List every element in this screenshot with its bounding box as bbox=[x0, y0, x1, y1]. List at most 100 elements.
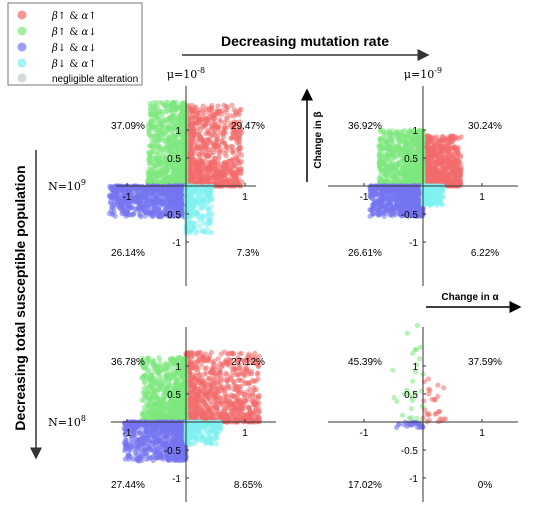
data-point bbox=[455, 150, 461, 156]
data-point bbox=[229, 102, 235, 108]
data-point bbox=[163, 168, 169, 174]
data-point bbox=[414, 148, 420, 154]
data-point bbox=[230, 150, 236, 156]
data-point bbox=[151, 162, 157, 168]
data-point bbox=[153, 155, 159, 161]
data-point bbox=[175, 187, 181, 193]
data-point bbox=[233, 154, 239, 161]
data-point bbox=[186, 195, 192, 202]
data-point bbox=[199, 123, 205, 129]
data-point bbox=[207, 179, 213, 185]
data-point bbox=[457, 177, 463, 183]
data-point bbox=[156, 135, 162, 141]
data-point bbox=[458, 170, 464, 176]
data-point bbox=[156, 100, 163, 106]
data-point bbox=[441, 166, 447, 172]
data-point bbox=[191, 178, 197, 184]
data-point bbox=[196, 132, 202, 138]
data-point bbox=[433, 134, 440, 140]
data-point bbox=[115, 198, 121, 204]
data-point bbox=[182, 113, 188, 119]
legend-alpha: α↑ bbox=[81, 11, 96, 22]
data-point bbox=[453, 166, 459, 173]
data-point bbox=[161, 103, 167, 109]
legend-item-beta-up-alpha-up: β↑ & α↑ bbox=[17, 10, 97, 22]
data-point bbox=[199, 199, 205, 206]
data-point bbox=[216, 124, 222, 130]
legend-alpha: α↓ bbox=[81, 43, 96, 54]
data-point bbox=[458, 134, 464, 140]
data-point bbox=[237, 119, 243, 125]
data-point bbox=[394, 170, 400, 176]
data-point bbox=[377, 160, 383, 166]
legend-item-beta-down-alpha-down: β↓ & α↓ bbox=[17, 42, 97, 54]
data-point bbox=[107, 183, 113, 189]
data-point bbox=[194, 167, 200, 173]
data-point bbox=[170, 99, 176, 105]
data-point bbox=[430, 153, 437, 159]
n-top-label: N=109 bbox=[48, 178, 86, 193]
y-tick-label: -0.5 bbox=[164, 210, 182, 221]
data-point bbox=[234, 139, 240, 145]
data-point bbox=[237, 131, 243, 137]
data-point bbox=[451, 145, 457, 151]
data-point bbox=[153, 172, 159, 178]
legend-alpha: α↓ bbox=[81, 27, 96, 38]
data-point bbox=[165, 125, 172, 131]
data-point bbox=[192, 190, 198, 197]
data-point bbox=[439, 134, 445, 140]
data-point bbox=[170, 105, 176, 111]
data-point bbox=[200, 228, 206, 234]
data-point bbox=[446, 149, 452, 155]
data-point bbox=[431, 144, 437, 150]
data-point bbox=[223, 153, 229, 159]
data-point bbox=[200, 137, 206, 143]
data-point bbox=[215, 103, 221, 109]
data-point bbox=[194, 110, 200, 116]
data-point bbox=[385, 178, 391, 185]
legend-beta: β↓ bbox=[51, 59, 66, 70]
data-point bbox=[145, 177, 151, 183]
data-point bbox=[439, 141, 445, 147]
legend-item-beta-down-alpha-up: β↓ & α↑ bbox=[17, 58, 97, 70]
data-point bbox=[156, 190, 162, 197]
data-point bbox=[147, 172, 153, 178]
data-point bbox=[210, 111, 216, 117]
legend-marker bbox=[17, 26, 27, 36]
population-arrow: Decreasing total susceptible population bbox=[12, 150, 42, 460]
legend: β↑ & α↑ β↑ & α↓ β↓ & α↓ β↓ & α↑ negligib… bbox=[7, 2, 143, 86]
legend-alpha: α↑ bbox=[81, 59, 96, 70]
data-point bbox=[172, 196, 178, 202]
data-point bbox=[137, 194, 143, 201]
data-point bbox=[180, 100, 186, 106]
data-point bbox=[430, 177, 436, 183]
change-beta-label: Change in β bbox=[313, 111, 324, 168]
data-point bbox=[389, 151, 395, 157]
data-point bbox=[204, 154, 210, 160]
y-tick-label: 0.5 bbox=[167, 154, 181, 165]
data-point bbox=[208, 229, 214, 235]
data-point bbox=[228, 120, 235, 126]
data-point bbox=[223, 143, 229, 149]
legend-marker bbox=[17, 58, 27, 68]
data-point bbox=[383, 168, 389, 174]
data-point bbox=[191, 127, 197, 133]
mu-right-label: μ=10-9 bbox=[404, 66, 442, 81]
data-point bbox=[202, 170, 208, 176]
change-alpha-indicator: Change in α bbox=[426, 292, 522, 313]
data-point bbox=[223, 171, 229, 177]
data-point bbox=[149, 124, 155, 130]
data-point bbox=[216, 110, 222, 116]
data-point bbox=[131, 211, 137, 217]
data-point bbox=[212, 129, 218, 135]
data-point bbox=[204, 142, 210, 148]
data-point bbox=[163, 186, 169, 192]
data-point bbox=[382, 151, 388, 158]
quadrant-percentage-bottom-left: 26.14% bbox=[111, 248, 145, 259]
data-point bbox=[199, 173, 205, 179]
quadrant-percentage-top-left: 37.09% bbox=[111, 121, 145, 132]
data-point bbox=[163, 117, 169, 123]
data-point bbox=[398, 148, 404, 154]
data-point bbox=[236, 124, 242, 130]
